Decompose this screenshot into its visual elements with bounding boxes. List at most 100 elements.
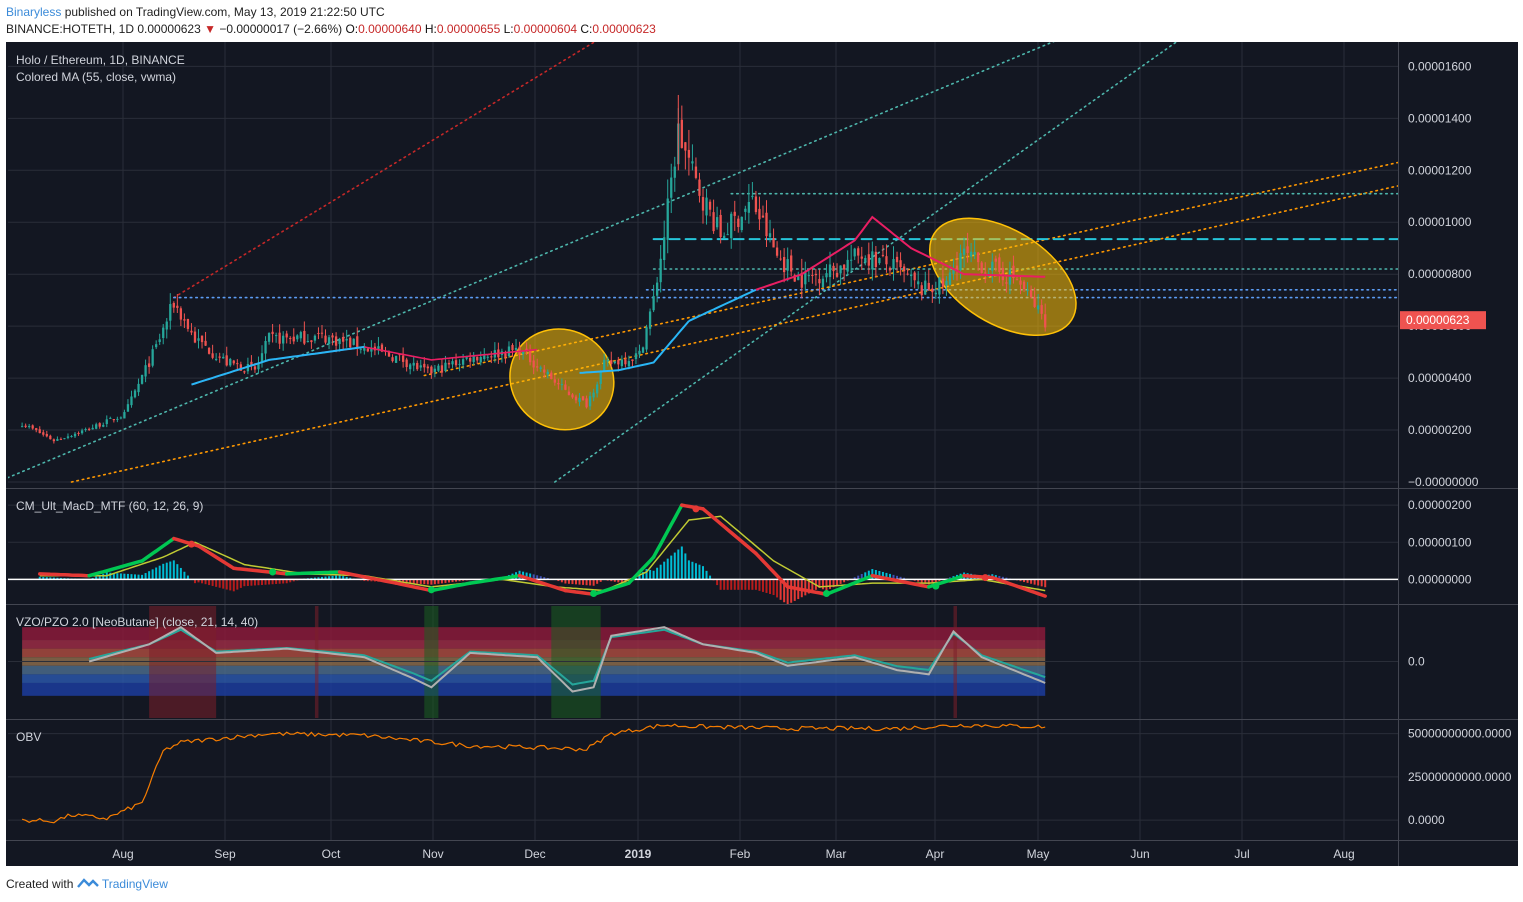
candle-body [1012, 265, 1015, 278]
candle-body [109, 417, 112, 419]
candle-body [924, 280, 927, 295]
candle-body [158, 339, 161, 343]
macd-histogram-bar [754, 579, 757, 590]
macd-histogram-bar [261, 579, 264, 585]
macd-histogram-bar [134, 574, 137, 580]
chart-svg[interactable]: Holo / Ethereum, 1D, BINANCE Colored MA (… [6, 42, 1518, 866]
candle-body [934, 292, 937, 295]
candle-body [514, 347, 518, 350]
macd-histogram-bar [525, 572, 528, 580]
candle-body [292, 336, 295, 342]
macd-histogram-bar [726, 579, 729, 590]
candle-body [899, 260, 902, 268]
candle-body [200, 335, 204, 343]
macd-cross-dot [692, 505, 700, 513]
vzo-zone-band [22, 648, 1046, 658]
candle-body [927, 282, 930, 290]
candle-body [186, 319, 190, 329]
macd-histogram-bar [818, 579, 821, 588]
candle-body [938, 277, 941, 295]
ohlc-line: BINANCE:HOTETH, 1D 0.00000623 ▼ −0.00000… [6, 21, 656, 38]
candle-body [606, 359, 609, 362]
vwma-line-rising [191, 345, 365, 386]
time-tick-label: Jun [1130, 847, 1149, 861]
macd-histogram-bar [95, 576, 98, 580]
macd-histogram-bar [885, 572, 888, 580]
macd-histogram-bar [1040, 579, 1043, 587]
macd-tick-label: 0.00000200 [1408, 498, 1472, 512]
candle-body [162, 327, 165, 338]
created-with-text: Created with [6, 877, 74, 891]
macd-histogram-bar [733, 579, 736, 590]
macd-histogram-bar [896, 575, 899, 580]
candle-body [719, 214, 722, 237]
candle-body [673, 166, 676, 178]
macd-histogram-bar [927, 579, 930, 585]
macd-histogram-bar [289, 579, 292, 583]
candle-body [1001, 267, 1005, 281]
macd-histogram-bar [239, 579, 242, 588]
macd-histogram-bar [363, 579, 366, 582]
candle-body [705, 197, 708, 216]
candle-body [740, 216, 743, 231]
candle-body [70, 436, 73, 438]
macd-histogram-bar [899, 576, 902, 580]
chart-stage[interactable]: Holo / Ethereum, 1D, BINANCE Colored MA (… [6, 42, 1518, 866]
grid-lines [8, 42, 1398, 840]
candle-body [225, 355, 228, 366]
vwma-line-up [688, 288, 757, 322]
macd-histogram-bar [264, 579, 267, 585]
macd-histogram-bar [860, 573, 863, 580]
candle-body [620, 359, 624, 367]
macd-tick-label: 0.00000100 [1408, 535, 1472, 549]
candle-body [574, 396, 578, 401]
macd-histogram-bar [402, 579, 405, 583]
candle-body [659, 258, 662, 283]
macd-line-segment [824, 573, 875, 597]
macd-cross-dot [427, 586, 435, 594]
macd-histogram-bar [638, 575, 641, 580]
macd-histogram-bar [790, 579, 793, 603]
candle-body [804, 272, 807, 285]
candle-body [560, 384, 564, 386]
candle-body [356, 336, 359, 349]
tradingview-logo-icon [76, 878, 99, 888]
candle-body [394, 355, 398, 363]
author-link[interactable]: Binaryless [6, 5, 62, 19]
obv-title: OBV [16, 730, 41, 744]
candle-body [864, 257, 867, 263]
macd-histogram-bar [776, 579, 779, 598]
candle-body [327, 337, 331, 344]
candle-body [1029, 289, 1033, 298]
candle-body [588, 396, 592, 407]
macd-histogram-bar [737, 579, 740, 590]
candle-body [172, 302, 175, 308]
candle-body [349, 337, 352, 348]
candle-body [66, 436, 70, 438]
macd-histogram-bar [137, 574, 140, 580]
price-tick-label: 0.00000800 [1408, 267, 1472, 281]
macd-histogram-bar [222, 579, 225, 589]
tradingview-brand-link[interactable]: TradingView [101, 877, 168, 891]
macd-line-segment [517, 573, 568, 593]
macd-histogram-bar [567, 579, 570, 584]
macd-tick-label: 0.00000000 [1408, 572, 1472, 586]
macd-histogram-bar [366, 579, 369, 582]
candle-body [1022, 281, 1026, 290]
macd-histogram-bar [888, 573, 891, 580]
macd-histogram-bar [42, 577, 45, 580]
macd-histogram-bar [172, 560, 175, 580]
candle-body [581, 396, 585, 400]
candle-body [878, 257, 881, 264]
macd-histogram-bar [821, 579, 824, 590]
macd-histogram-bar [211, 579, 214, 586]
macd-histogram-bar [532, 574, 535, 580]
candle-body [126, 404, 130, 412]
macd-histogram-bar [197, 579, 200, 583]
high-value: 0.00000655 [436, 22, 501, 36]
candle-body [564, 384, 567, 390]
macd-histogram-bar [52, 577, 55, 580]
candle-body [183, 319, 186, 321]
candle-body [754, 196, 758, 213]
footer: Created with TradingView [6, 877, 168, 891]
